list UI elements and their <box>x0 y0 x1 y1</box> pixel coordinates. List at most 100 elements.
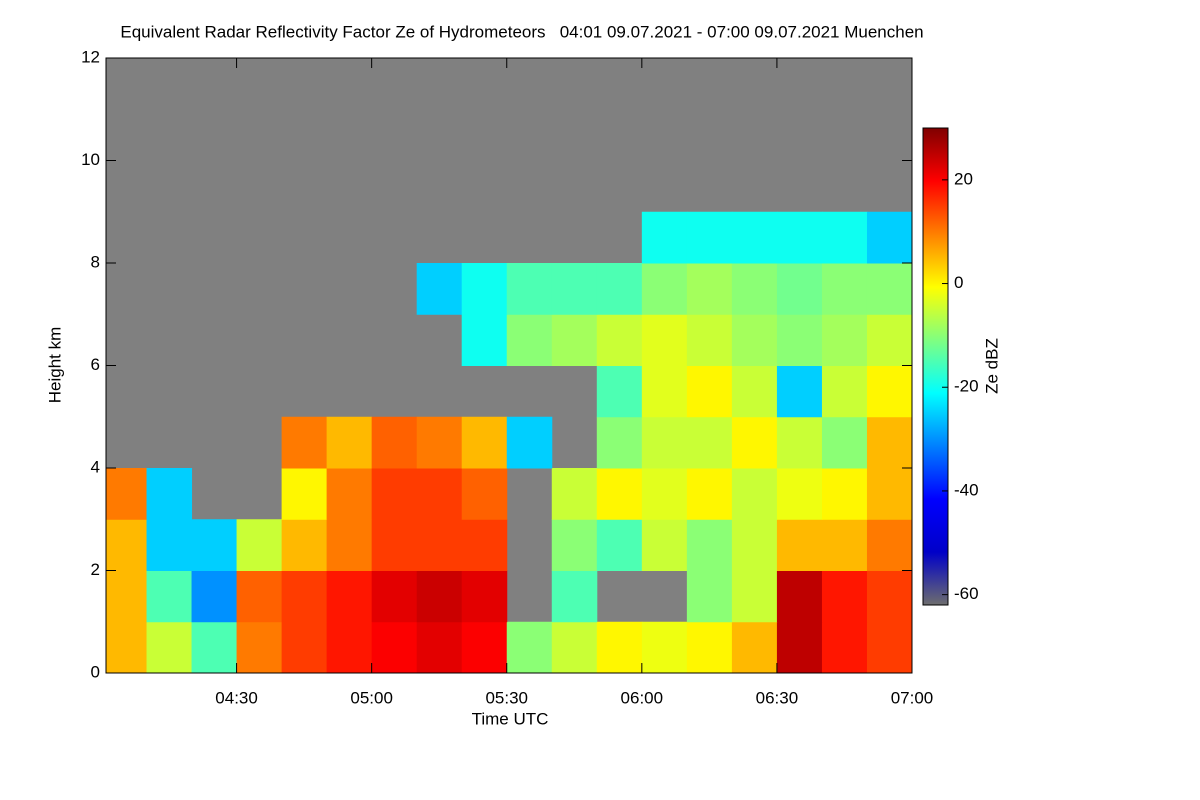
heatmap-cell <box>236 621 283 674</box>
heatmap-cell <box>371 621 418 674</box>
x-tick-label: 05:00 <box>350 688 393 707</box>
heatmap-cell <box>281 468 328 520</box>
heatmap-cell <box>326 468 373 520</box>
heatmap-cell <box>866 621 913 674</box>
y-tick-label: 2 <box>91 560 100 579</box>
colorbar-tick-label: -20 <box>954 377 979 396</box>
heatmap-cell <box>106 621 148 674</box>
heatmap-cell <box>191 519 238 571</box>
x-tick-label: 05:30 <box>485 688 528 707</box>
heatmap-cell <box>641 211 688 264</box>
heatmap-cell <box>641 468 688 520</box>
colorbar-tick-label: -60 <box>954 584 979 603</box>
y-tick-label: 12 <box>81 47 100 66</box>
heatmap-cell <box>641 314 688 366</box>
heatmap-cell <box>821 621 868 674</box>
y-axis-label: Height km <box>45 327 64 404</box>
heatmap-cell <box>686 263 733 315</box>
heatmap-cell <box>641 263 688 315</box>
heatmap-cell <box>461 263 508 315</box>
heatmap-cell <box>416 263 463 315</box>
heatmap-cell <box>281 621 328 674</box>
x-tick-label: 04:30 <box>215 688 258 707</box>
x-tick-label: 07:00 <box>891 688 934 707</box>
heatmap-cell <box>641 621 688 674</box>
heatmap-cell <box>731 314 778 366</box>
heatmap-cell <box>596 519 643 571</box>
heatmap-cell <box>506 314 553 366</box>
heatmap-cell <box>686 416 733 469</box>
heatmap-cell <box>596 263 643 315</box>
heatmap-cell <box>551 314 598 366</box>
heatmap-cell <box>821 365 868 418</box>
heatmap-cell <box>371 416 418 469</box>
y-tick-label: 0 <box>91 662 100 681</box>
heatmap-cell <box>326 519 373 571</box>
heatmap-cell <box>641 519 688 571</box>
heatmap-cell <box>236 570 283 623</box>
heatmap-cell <box>776 621 823 674</box>
heatmap-cell <box>146 570 193 623</box>
heatmap-cell <box>416 519 463 571</box>
heatmap-cell <box>191 570 238 623</box>
heatmap-cell <box>281 570 328 623</box>
heatmap-cell <box>551 621 598 674</box>
heatmap-cell <box>686 519 733 571</box>
heatmap-cell <box>866 263 913 315</box>
heatmap-cell <box>776 263 823 315</box>
heatmap-cell <box>596 416 643 469</box>
heatmap-cell <box>776 211 823 264</box>
heatmap-cell <box>596 365 643 418</box>
heatmap-cell <box>821 570 868 623</box>
heatmap-cell <box>281 519 328 571</box>
heatmap-cell <box>866 365 913 418</box>
y-tick-label: 10 <box>81 150 100 169</box>
y-tick-label: 8 <box>91 252 100 271</box>
heatmap-cell <box>281 416 328 469</box>
heatmap-cell <box>686 365 733 418</box>
heatmap-cell <box>146 468 193 520</box>
heatmap-cell <box>641 365 688 418</box>
y-tick-label: 4 <box>91 457 100 476</box>
y-tick-label: 6 <box>91 355 100 374</box>
heatmap-cell <box>866 211 913 264</box>
x-axis-label: Time UTC <box>472 709 549 728</box>
colorbar-label: Ze dBZ <box>982 338 1001 394</box>
heatmap-cell <box>371 570 418 623</box>
heatmap-cell <box>866 519 913 571</box>
heatmap-cell <box>731 416 778 469</box>
heatmap-cell <box>191 621 238 674</box>
heatmap-cell <box>866 416 913 469</box>
heatmap-cell <box>731 263 778 315</box>
heatmap-cell <box>686 621 733 674</box>
heatmap-cell <box>821 468 868 520</box>
heatmap-cell <box>686 570 733 623</box>
heatmap-cell <box>731 621 778 674</box>
heatmap-cell <box>686 468 733 520</box>
heatmap-cell <box>416 468 463 520</box>
heatmap-cell <box>461 468 508 520</box>
heatmap-cell <box>821 211 868 264</box>
heatmap-cell <box>461 621 508 674</box>
heatmap-cell <box>551 263 598 315</box>
heatmap-cell <box>371 519 418 571</box>
heatmap-cell <box>461 519 508 571</box>
heatmap-cell <box>416 416 463 469</box>
colorbar-tick-label: 20 <box>954 169 973 188</box>
heatmap-cell <box>731 211 778 264</box>
heatmap-cell <box>551 468 598 520</box>
heatmap-cell <box>821 263 868 315</box>
heatmap-cell <box>551 519 598 571</box>
heatmap-cell <box>776 468 823 520</box>
heatmap-cell <box>416 570 463 623</box>
heatmap-cell <box>106 570 148 623</box>
heatmap-cell <box>641 416 688 469</box>
heatmap-cell <box>866 570 913 623</box>
x-tick-label: 06:30 <box>756 688 799 707</box>
heatmap-cell <box>326 621 373 674</box>
heatmap-cell <box>686 314 733 366</box>
heatmap-cell <box>416 621 463 674</box>
heatmap-cell <box>866 468 913 520</box>
heatmap-cell <box>821 519 868 571</box>
